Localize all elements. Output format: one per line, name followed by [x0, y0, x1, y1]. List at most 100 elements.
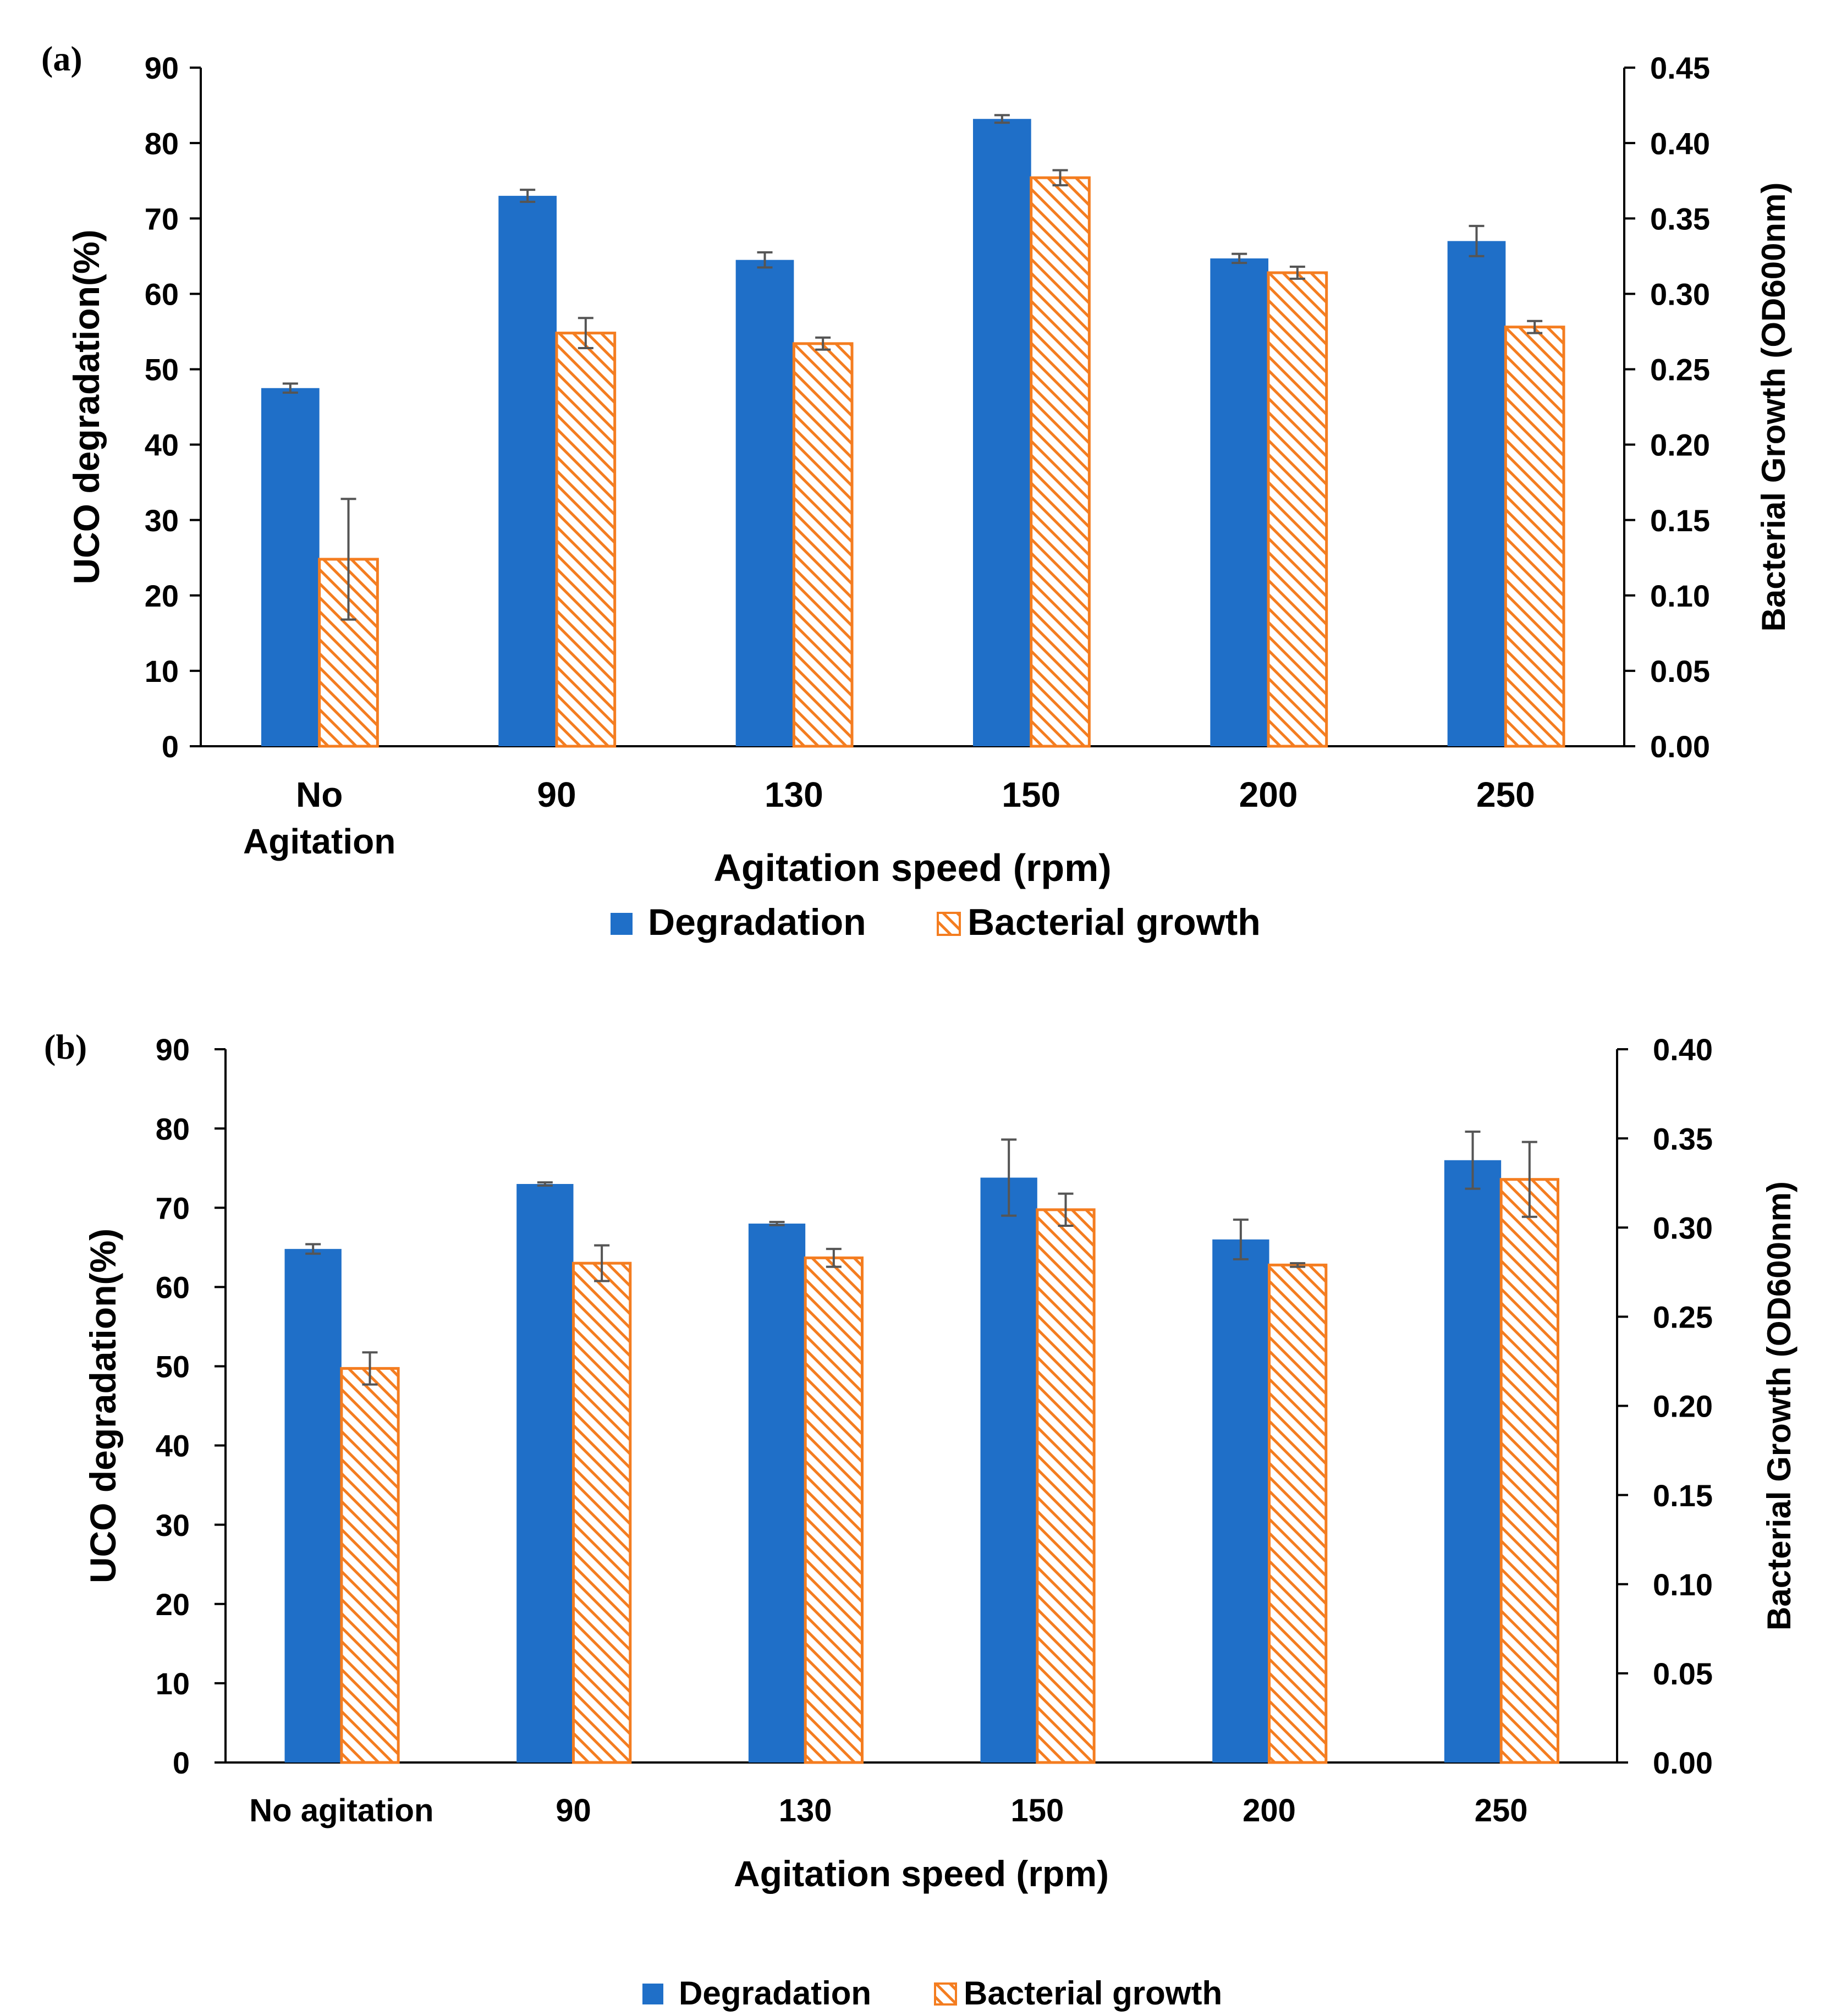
degradation-error-bar	[282, 382, 298, 394]
right-tick-label: 0.20	[1650, 428, 1710, 462]
legend-swatch-growth	[937, 912, 961, 936]
right-tick-label: 0.05	[1653, 1656, 1713, 1691]
degradation-error-bar	[1465, 1130, 1481, 1190]
growth-error-bar	[362, 1351, 378, 1386]
growth-bar	[1030, 176, 1091, 748]
right-tick-label: 0.00	[1653, 1745, 1713, 1780]
panel-label: (a)	[41, 39, 83, 78]
growth-error-bar	[1052, 169, 1068, 186]
growth-bar	[572, 1262, 632, 1764]
left-tick-label: 70	[156, 1191, 190, 1225]
left-tick-label: 20	[156, 1587, 190, 1622]
growth-error-bar	[1289, 265, 1305, 280]
left-tick-label: 0	[162, 729, 179, 764]
left-tick-label: 10	[145, 654, 179, 688]
panel-label: (b)	[44, 1027, 87, 1066]
growth-bar	[1267, 271, 1328, 748]
x-tick-label: 200	[1239, 775, 1298, 814]
degradation-error-bar	[537, 1181, 553, 1187]
right-tick-label: 0.45	[1650, 51, 1710, 85]
degradation-bar	[1444, 1160, 1502, 1762]
x-tick-label: Agitation	[243, 822, 395, 861]
growth-error-bar	[578, 317, 593, 350]
x-tick-label: 150	[1010, 1793, 1064, 1828]
growth-error-bar	[1527, 320, 1543, 334]
left-tick-label: 70	[145, 201, 179, 236]
right-tick-label: 0.20	[1653, 1389, 1713, 1424]
x-tick-label: 200	[1243, 1793, 1296, 1828]
growth-error-bar	[594, 1244, 610, 1282]
degradation-bar	[516, 1183, 574, 1762]
left-tick-label: 40	[145, 428, 179, 462]
degradation-error-bar	[1469, 224, 1485, 257]
right-tick-label: 0.10	[1650, 579, 1710, 613]
right-tick-label: 0.05	[1650, 654, 1710, 688]
growth-error-bar	[1058, 1192, 1074, 1227]
left-tick-label: 80	[156, 1111, 190, 1146]
left-tick-label: 0	[173, 1745, 190, 1780]
right-tick-label: 0.40	[1650, 126, 1710, 161]
degradation-bar	[498, 196, 557, 747]
y2-axis-title: Bacterial Growth (OD600nm)	[1755, 183, 1792, 632]
left-tick-label: 20	[145, 579, 179, 613]
degradation-error-bar	[757, 251, 773, 269]
growth-bar	[340, 1367, 400, 1764]
degradation-bar	[1212, 1239, 1269, 1762]
x-tick-label: 90	[556, 1793, 591, 1828]
growth-error-bar	[340, 498, 356, 621]
left-tick-label: 10	[156, 1666, 190, 1701]
legend-label-degradation: Degradation	[648, 901, 866, 943]
growth-bar	[555, 332, 617, 748]
degradation-bar	[980, 1177, 1037, 1762]
left-tick-label: 60	[145, 277, 179, 311]
degradation-error-bar	[994, 114, 1010, 124]
degradation-bar	[735, 260, 794, 747]
chart-panel-a: (a) 0 10 20 30 40 50 60 70 80 90 0.00 0.05 0.10 0.15 0.…	[41, 39, 1792, 943]
degradation-bar	[748, 1224, 806, 1762]
x-tick-label: 250	[1476, 775, 1535, 814]
degradation-error-bar	[1001, 1138, 1017, 1217]
growth-error-bar	[815, 336, 831, 351]
right-tick-label: 0.25	[1653, 1300, 1713, 1335]
right-tick-label: 0.30	[1650, 277, 1710, 311]
right-tick-label: 0.40	[1653, 1032, 1713, 1067]
x-tick-label: 250	[1475, 1793, 1528, 1828]
x-tick-label: 130	[765, 775, 823, 814]
degradation-error-bar	[1232, 252, 1247, 265]
x-axis-title: Agitation speed (rpm)	[713, 846, 1111, 889]
degradation-bar	[972, 119, 1031, 746]
growth-bar	[1499, 1178, 1559, 1764]
growth-error-bar	[826, 1248, 842, 1268]
left-tick-label: 30	[145, 503, 179, 538]
right-tick-label: 0.15	[1653, 1478, 1713, 1513]
growth-error-bar	[1521, 1141, 1537, 1218]
left-tick-label: 60	[156, 1270, 190, 1304]
right-tick-label: 0.15	[1650, 503, 1710, 538]
x-axis-title: Agitation speed (rpm)	[734, 1853, 1109, 1894]
degradation-error-bar	[769, 1221, 785, 1226]
growth-bar	[1036, 1208, 1096, 1764]
right-tick-label: 0.30	[1653, 1210, 1713, 1245]
degradation-error-bar	[305, 1243, 321, 1255]
x-tick-label: 90	[537, 775, 576, 814]
degradation-bar	[284, 1249, 342, 1762]
y-axis-title: UCO degradation(%)	[83, 1229, 123, 1583]
growth-bar	[792, 342, 854, 748]
degradation-bar	[261, 388, 320, 746]
left-tick-label: 40	[156, 1429, 190, 1463]
y2-axis-title: Bacterial Growth (OD600nm)	[1761, 1181, 1797, 1631]
legend-swatch-degradation	[642, 1984, 663, 2004]
chart-panel-b: (b) 0 10 20 30 40 50 60 70 80 90 0.00 0.05 0.10 0.15 0.…	[44, 1027, 1797, 2012]
x-tick-label: 130	[779, 1793, 832, 1828]
left-tick-label: 50	[156, 1349, 190, 1384]
right-tick-label: 0.25	[1650, 352, 1710, 387]
degradation-error-bar	[520, 189, 536, 203]
degradation-error-bar	[1233, 1218, 1249, 1260]
growth-error-bar	[1290, 1262, 1306, 1268]
legend-swatch-growth	[934, 1982, 957, 2006]
left-tick-label: 90	[156, 1032, 190, 1067]
legend-label-degradation: Degradation	[679, 1975, 871, 2012]
y-axis-title: UCO degradation(%)	[66, 229, 107, 584]
x-tick-label: 150	[1002, 775, 1060, 814]
